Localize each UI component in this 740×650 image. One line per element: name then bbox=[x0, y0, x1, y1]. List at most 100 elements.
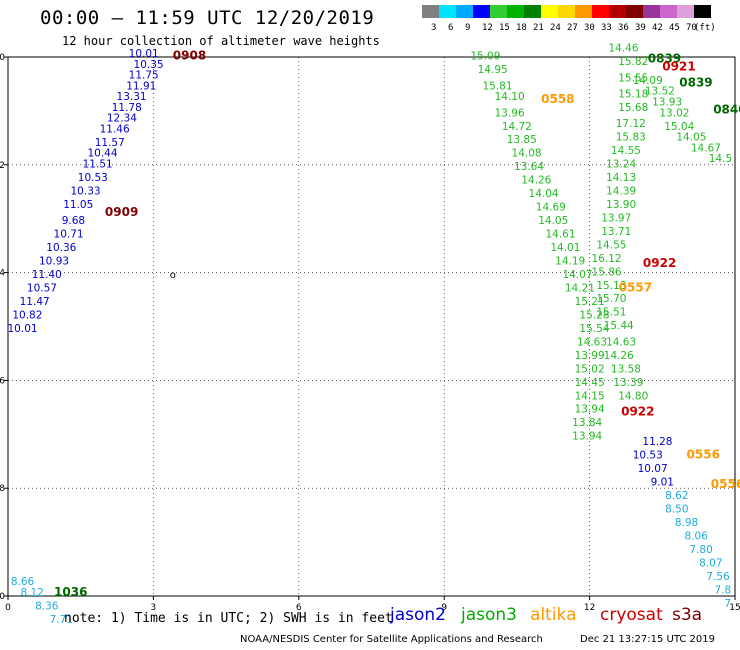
swh-value: 17.12 bbox=[616, 118, 646, 130]
swh-value: 7.8 bbox=[715, 584, 732, 596]
swh-value: 13.93 bbox=[652, 97, 682, 109]
point-marker: o bbox=[170, 270, 176, 281]
swh-value: 8.12 bbox=[21, 587, 44, 599]
swh-value: 10.35 bbox=[134, 59, 164, 71]
swh-value: 14.61 bbox=[545, 229, 575, 241]
swh-value: 15.21 bbox=[575, 296, 605, 308]
swh-value: 14.09 bbox=[633, 75, 663, 87]
swh-value: 16.12 bbox=[592, 253, 622, 265]
colorbar-label: 15 bbox=[499, 23, 510, 33]
colorbar-swatch bbox=[677, 5, 694, 18]
y-tick-label: -56 bbox=[0, 376, 5, 386]
pass-time-label: 0839 bbox=[679, 76, 712, 90]
plot-frame bbox=[7, 56, 736, 597]
colorbar-label: 70 bbox=[686, 23, 697, 33]
colorbar-swatch bbox=[439, 5, 456, 18]
colorbar-swatch bbox=[660, 5, 677, 18]
pass-time-label: 0921 bbox=[662, 59, 695, 73]
swh-value: 12.34 bbox=[107, 113, 137, 125]
swh-value: 13.90 bbox=[606, 199, 636, 211]
colorbar-swatch bbox=[694, 5, 711, 18]
swh-value: 10.53 bbox=[78, 172, 108, 184]
swh-value: 14.13 bbox=[606, 172, 636, 184]
swh-value: 7.71 bbox=[50, 614, 73, 626]
x-tick-label: 15 bbox=[729, 603, 740, 613]
footer-credit: NOAA/NESDIS Center for Satellite Applica… bbox=[240, 634, 543, 645]
swh-value: 14.05 bbox=[538, 215, 568, 227]
swh-value: 14.63 bbox=[577, 336, 607, 348]
swh-value: 15.83 bbox=[616, 132, 646, 144]
swh-value: 11.46 bbox=[100, 123, 130, 135]
swh-value: 11.75 bbox=[129, 70, 159, 82]
swh-value: 15.70 bbox=[596, 293, 626, 305]
swh-value: 14.69 bbox=[536, 202, 566, 214]
pass-time-label: 0556 bbox=[687, 448, 720, 462]
colorbar-label: 27 bbox=[567, 23, 578, 33]
colorbar-swatch bbox=[541, 5, 558, 18]
swh-value: 10.71 bbox=[54, 229, 84, 241]
swh-value: 11.47 bbox=[20, 296, 50, 308]
colorbar-label: 24 bbox=[550, 23, 561, 33]
swh-value: 10.82 bbox=[12, 309, 42, 321]
swh-value: 14.55 bbox=[596, 239, 626, 251]
colorbar-label: 36 bbox=[618, 23, 629, 33]
swh-value: 8.36 bbox=[35, 600, 59, 612]
y-tick-label: -60 bbox=[0, 592, 5, 602]
swh-value: 15.28 bbox=[579, 309, 609, 321]
colorbar-label: 39 bbox=[635, 23, 646, 33]
swh-value: 11.51 bbox=[83, 158, 113, 170]
swh-value: 10.01 bbox=[8, 323, 38, 335]
swh-value: 15.68 bbox=[618, 102, 648, 114]
swh-value: 14.26 bbox=[604, 350, 634, 362]
swh-value: 10.53 bbox=[633, 450, 663, 462]
pass-time-label: 0909 bbox=[105, 205, 138, 219]
swh-value: 13.31 bbox=[117, 91, 147, 103]
swh-value: 14.95 bbox=[478, 64, 508, 76]
swh-value: 8.62 bbox=[665, 490, 688, 502]
swh-value: 10.01 bbox=[129, 48, 159, 60]
page-title: 00:00 – 11:59 UTC 12/20/2019 bbox=[40, 7, 375, 29]
y-tick-label: -50 bbox=[0, 53, 5, 63]
colorbar-swatch bbox=[524, 5, 541, 18]
swh-value: 13.99 bbox=[575, 350, 605, 362]
swh-value: 15.02 bbox=[575, 363, 605, 375]
colorbar-label: 6 bbox=[448, 23, 454, 33]
swh-value: 7.80 bbox=[689, 544, 712, 556]
swh-value: 14.55 bbox=[611, 145, 641, 157]
swh-value: 15.04 bbox=[664, 121, 694, 133]
swh-value: 13.84 bbox=[572, 417, 602, 429]
x-tick-label: 6 bbox=[296, 603, 302, 613]
swh-value: 14.72 bbox=[502, 121, 532, 133]
x-tick-label: 9 bbox=[441, 603, 447, 613]
swh-value: 10.44 bbox=[87, 148, 117, 160]
x-tick-label: 12 bbox=[584, 603, 595, 613]
colorbar-label: 30 bbox=[584, 23, 595, 33]
swh-value: 7.56 bbox=[706, 571, 730, 583]
swh-value: 15.13 bbox=[596, 280, 626, 292]
swh-value: 8.50 bbox=[665, 503, 688, 515]
swh-value: 14.67 bbox=[691, 142, 721, 154]
x-tick-label: 0 bbox=[5, 603, 11, 613]
swh-value: 15.18 bbox=[618, 88, 648, 100]
swh-value: 15.54 bbox=[579, 323, 609, 335]
colorbar-label: 9 bbox=[465, 23, 471, 33]
swh-value: 14.80 bbox=[618, 390, 648, 402]
colorbar-swatch bbox=[490, 5, 507, 18]
colorbar-swatch bbox=[643, 5, 660, 18]
swh-value: 11.40 bbox=[32, 269, 62, 281]
swh-value: 13.94 bbox=[572, 431, 602, 443]
swh-value: 15.09 bbox=[470, 51, 500, 63]
swh-value: 13.24 bbox=[606, 158, 636, 170]
swh-value: 8.06 bbox=[685, 530, 709, 542]
swh-value: 14.21 bbox=[565, 282, 595, 294]
swh-value: 13.64 bbox=[514, 161, 544, 173]
units-note: note: 1) Time is in UTC; 2) SWH is in fe… bbox=[64, 611, 393, 626]
satellite-legend-cryosat: cryosat bbox=[600, 605, 663, 625]
swh-value: 15.86 bbox=[592, 266, 622, 278]
swh-value: 14.63 bbox=[606, 336, 636, 348]
swh-value: 9.68 bbox=[62, 215, 85, 227]
swh-value: 13.58 bbox=[611, 363, 641, 375]
colorbar-label: 18 bbox=[516, 23, 527, 33]
